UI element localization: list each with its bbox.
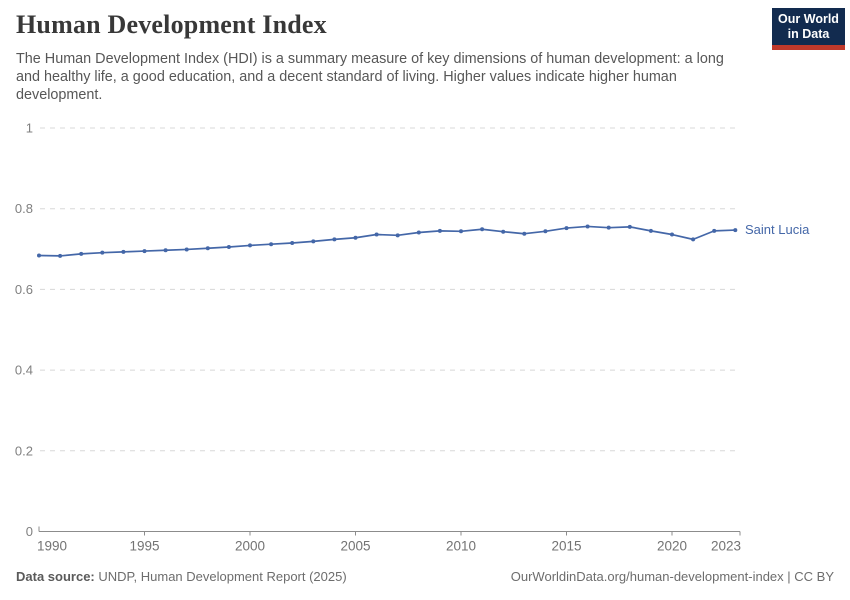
data-source-label: Data source: — [16, 569, 95, 584]
data-point[interactable] — [79, 251, 84, 256]
data-point[interactable] — [670, 232, 674, 237]
data-point[interactable] — [332, 237, 337, 242]
y-tick-label: 0 — [26, 524, 33, 539]
data-point[interactable] — [311, 239, 316, 244]
x-tick-label: 2000 — [235, 539, 265, 554]
data-point[interactable] — [163, 248, 168, 253]
data-point[interactable] — [543, 229, 548, 234]
data-point[interactable] — [226, 245, 231, 250]
data-point[interactable] — [585, 224, 590, 229]
data-point[interactable] — [58, 253, 63, 258]
data-source: Data source: UNDP, Human Development Rep… — [16, 569, 347, 584]
series-line[interactable] — [38, 225, 736, 257]
data-point[interactable] — [248, 243, 252, 248]
y-tick-label: 1 — [26, 121, 33, 136]
footer-license-link[interactable]: OurWorldinData.org/human-development-ind… — [510, 569, 834, 584]
x-tick-label: 2010 — [446, 539, 476, 554]
data-source-text: UNDP, Human Development Report (2025) — [94, 569, 347, 584]
page-title: Human Development Index — [16, 10, 327, 39]
x-tick-label: 2005 — [340, 539, 370, 554]
x-tick-label: 2015 — [551, 539, 581, 554]
data-point[interactable] — [395, 233, 400, 238]
y-tick-label: 0.8 — [15, 201, 33, 216]
data-point[interactable] — [269, 242, 274, 247]
data-point[interactable] — [290, 240, 295, 245]
data-point[interactable] — [142, 249, 147, 254]
x-tick-label: 1995 — [129, 539, 159, 554]
data-point[interactable] — [733, 228, 738, 233]
owid-logo-line1: Our World — [778, 12, 839, 26]
owid-logo-line2: in Data — [787, 27, 830, 41]
data-point[interactable] — [100, 250, 105, 255]
data-point[interactable] — [374, 232, 379, 237]
x-tick-label: 2020 — [657, 539, 687, 554]
y-tick-label: 0.2 — [15, 443, 33, 458]
data-point[interactable] — [627, 224, 632, 229]
chart-footer: Data source: UNDP, Human Development Rep… — [16, 569, 834, 584]
data-point[interactable] — [480, 227, 485, 232]
data-point[interactable] — [691, 237, 696, 242]
chart-subtitle: The Human Development Index (HDI) is a s… — [16, 51, 724, 103]
x-tick-label: 1990 — [37, 539, 67, 554]
data-point[interactable] — [416, 230, 421, 235]
data-point[interactable] — [37, 253, 41, 258]
series-label-saint-lucia[interactable]: Saint Lucia — [745, 222, 810, 238]
data-point[interactable] — [205, 246, 210, 251]
y-tick-label: 0.6 — [15, 282, 33, 297]
data-point[interactable] — [648, 228, 653, 233]
data-point[interactable] — [459, 229, 463, 234]
data-point[interactable] — [564, 226, 569, 231]
data-point[interactable] — [501, 229, 506, 234]
x-tick-label: 2023 — [711, 539, 741, 554]
data-point[interactable] — [522, 231, 527, 236]
data-point[interactable] — [353, 235, 358, 240]
owid-logo[interactable]: Our World in Data — [772, 8, 845, 50]
data-point[interactable] — [437, 228, 442, 233]
y-tick-label: 0.4 — [15, 363, 33, 378]
data-point[interactable] — [606, 225, 611, 230]
data-point[interactable] — [184, 247, 189, 252]
data-point[interactable] — [712, 228, 717, 233]
data-point[interactable] — [121, 249, 126, 254]
